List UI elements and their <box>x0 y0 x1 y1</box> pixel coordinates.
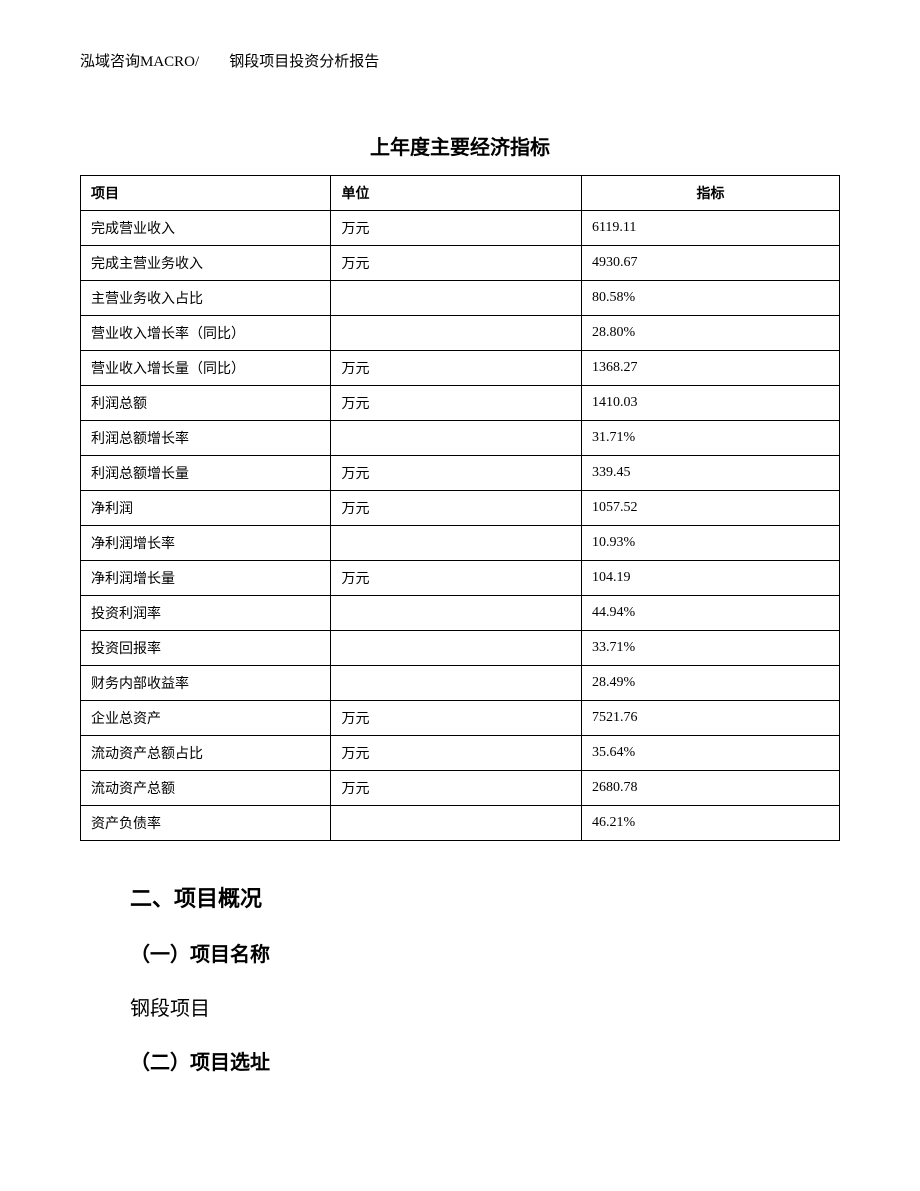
cell-unit <box>331 806 581 841</box>
table-row: 流动资产总额万元2680.78 <box>81 771 840 806</box>
cell-unit: 万元 <box>331 736 581 771</box>
cell-item: 资产负债率 <box>81 806 331 841</box>
cell-item: 完成主营业务收入 <box>81 246 331 281</box>
table-row: 利润总额增长率 31.71% <box>81 421 840 456</box>
cell-metric: 44.94% <box>581 596 839 631</box>
cell-item: 营业收入增长率（同比） <box>81 316 331 351</box>
cell-item: 净利润增长率 <box>81 526 331 561</box>
table-row: 净利润万元1057.52 <box>81 491 840 526</box>
cell-item: 利润总额 <box>81 386 331 421</box>
table-row: 完成营业收入万元6119.11 <box>81 211 840 246</box>
col-header-metric: 指标 <box>581 176 839 211</box>
cell-item: 净利润增长量 <box>81 561 331 596</box>
cell-item: 营业收入增长量（同比） <box>81 351 331 386</box>
cell-metric: 35.64% <box>581 736 839 771</box>
cell-metric: 1057.52 <box>581 491 839 526</box>
page-header: 泓域咨询MACRO/钢段项目投资分析报告 <box>80 50 840 71</box>
cell-unit: 万元 <box>331 771 581 806</box>
cell-metric: 80.58% <box>581 281 839 316</box>
cell-metric: 46.21% <box>581 806 839 841</box>
cell-unit <box>331 526 581 561</box>
cell-metric: 104.19 <box>581 561 839 596</box>
col-header-unit: 单位 <box>331 176 581 211</box>
table-row: 利润总额增长量万元339.45 <box>81 456 840 491</box>
col-header-item: 项目 <box>81 176 331 211</box>
cell-metric: 28.80% <box>581 316 839 351</box>
cell-metric: 1368.27 <box>581 351 839 386</box>
cell-metric: 6119.11 <box>581 211 839 246</box>
cell-item: 财务内部收益率 <box>81 666 331 701</box>
cell-unit: 万元 <box>331 246 581 281</box>
cell-unit: 万元 <box>331 701 581 736</box>
sub-heading-1: （一）项目名称 <box>130 938 840 967</box>
cell-metric: 339.45 <box>581 456 839 491</box>
table-body: 完成营业收入万元6119.11 完成主营业务收入万元4930.67 主营业务收入… <box>81 211 840 841</box>
cell-metric: 7521.76 <box>581 701 839 736</box>
cell-unit <box>331 596 581 631</box>
cell-item: 主营业务收入占比 <box>81 281 331 316</box>
table-row: 流动资产总额占比万元35.64% <box>81 736 840 771</box>
cell-item: 投资回报率 <box>81 631 331 666</box>
body-text-1: 钢段项目 <box>130 992 840 1021</box>
cell-unit: 万元 <box>331 456 581 491</box>
cell-item: 投资利润率 <box>81 596 331 631</box>
cell-unit: 万元 <box>331 351 581 386</box>
cell-metric: 4930.67 <box>581 246 839 281</box>
cell-unit: 万元 <box>331 491 581 526</box>
cell-metric: 2680.78 <box>581 771 839 806</box>
table-row: 主营业务收入占比 80.58% <box>81 281 840 316</box>
cell-unit <box>331 631 581 666</box>
cell-unit <box>331 421 581 456</box>
table-row: 利润总额万元1410.03 <box>81 386 840 421</box>
cell-item: 流动资产总额占比 <box>81 736 331 771</box>
table-row: 投资回报率 33.71% <box>81 631 840 666</box>
table-row: 资产负债率 46.21% <box>81 806 840 841</box>
table-row: 净利润增长量万元104.19 <box>81 561 840 596</box>
table-row: 企业总资产万元7521.76 <box>81 701 840 736</box>
cell-unit: 万元 <box>331 211 581 246</box>
table-header-row: 项目 单位 指标 <box>81 176 840 211</box>
cell-metric: 33.71% <box>581 631 839 666</box>
table-row: 营业收入增长率（同比） 28.80% <box>81 316 840 351</box>
sub-heading-2: （二）项目选址 <box>130 1046 840 1075</box>
cell-item: 利润总额增长率 <box>81 421 331 456</box>
company-name: 泓域咨询MACRO/ <box>80 54 199 70</box>
cell-metric: 1410.03 <box>581 386 839 421</box>
table-row: 营业收入增长量（同比）万元1368.27 <box>81 351 840 386</box>
section-heading-2: 二、项目概况 <box>130 881 840 913</box>
cell-item: 流动资产总额 <box>81 771 331 806</box>
cell-item: 净利润 <box>81 491 331 526</box>
table-row: 财务内部收益率 28.49% <box>81 666 840 701</box>
table-row: 投资利润率 44.94% <box>81 596 840 631</box>
cell-metric: 31.71% <box>581 421 839 456</box>
table-title: 上年度主要经济指标 <box>80 131 840 160</box>
doc-title: 钢段项目投资分析报告 <box>229 54 379 70</box>
cell-unit: 万元 <box>331 561 581 596</box>
cell-item: 利润总额增长量 <box>81 456 331 491</box>
cell-item: 企业总资产 <box>81 701 331 736</box>
cell-metric: 10.93% <box>581 526 839 561</box>
cell-unit: 万元 <box>331 386 581 421</box>
cell-item: 完成营业收入 <box>81 211 331 246</box>
cell-metric: 28.49% <box>581 666 839 701</box>
cell-unit <box>331 281 581 316</box>
table-row: 净利润增长率 10.93% <box>81 526 840 561</box>
table-row: 完成主营业务收入万元4930.67 <box>81 246 840 281</box>
cell-unit <box>331 666 581 701</box>
cell-unit <box>331 316 581 351</box>
economic-indicators-table: 项目 单位 指标 完成营业收入万元6119.11 完成主营业务收入万元4930.… <box>80 175 840 841</box>
